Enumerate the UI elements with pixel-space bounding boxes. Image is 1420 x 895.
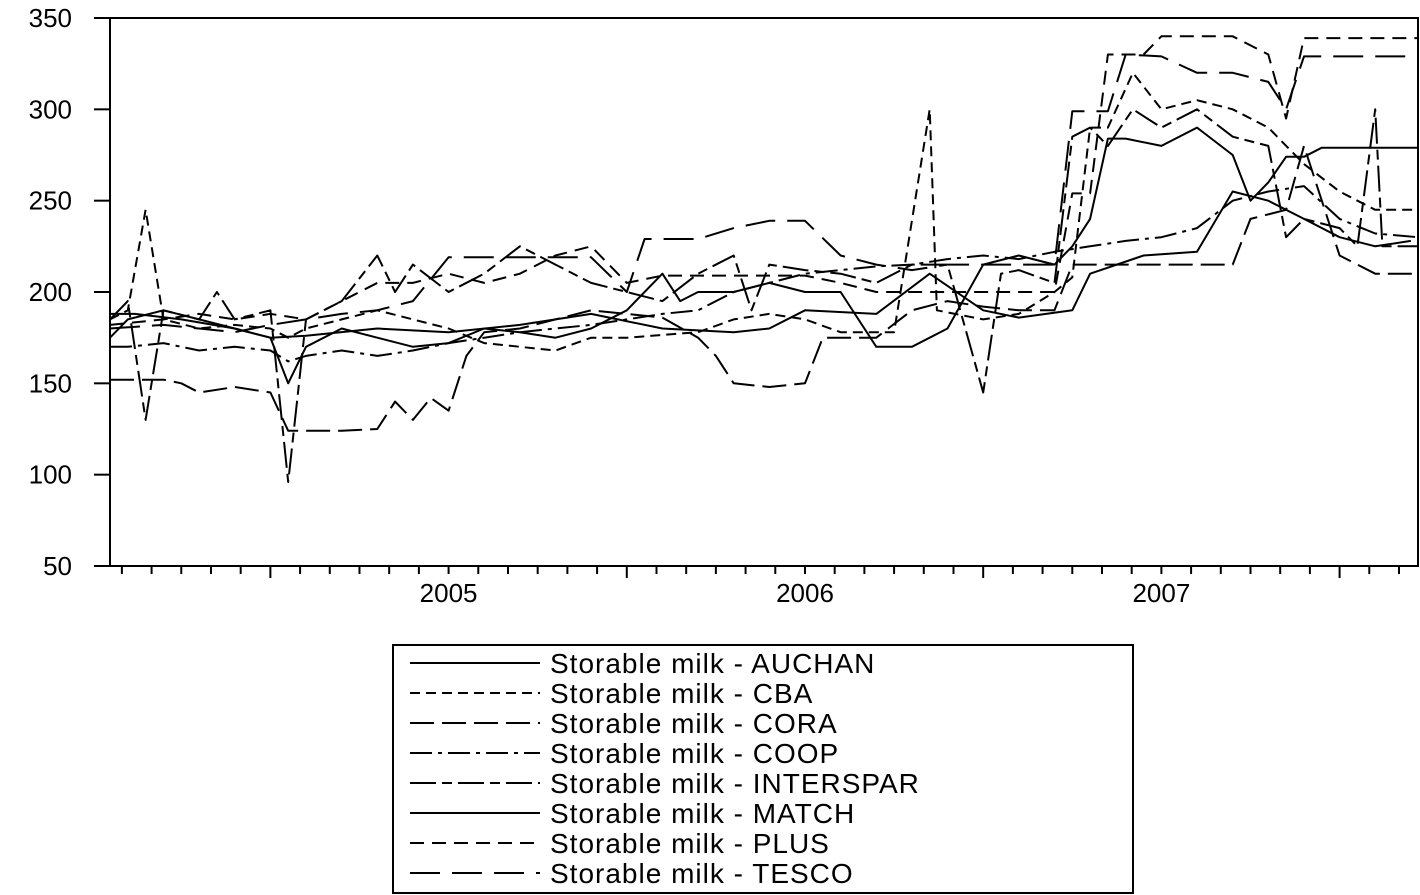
legend-label: Storable milk - TESCO [550, 858, 854, 889]
series-line-3 [110, 144, 1418, 432]
y-tick-label: 300 [29, 94, 72, 124]
legend-label: Storable milk - PLUS [550, 828, 830, 859]
x-tick-label: 2005 [420, 578, 478, 608]
plot-frame [109, 17, 1419, 567]
x-axis: 2005200620072008 [120, 566, 1400, 608]
y-tick-label: 200 [29, 277, 72, 307]
legend-label: Storable milk - CORA [550, 708, 838, 739]
y-tick-label: 350 [29, 3, 72, 33]
y-tick-label: 150 [29, 368, 72, 398]
x-tick-label: 2007 [1132, 578, 1190, 608]
legend-label: Storable milk - CBA [550, 678, 813, 709]
legend-label: Storable milk - COOP [550, 738, 839, 769]
legend-label: Storable milk - MATCH [550, 798, 855, 829]
series-line-7 [109, 35, 1418, 326]
x-tick-label: 2006 [776, 578, 834, 608]
series-line-8 [109, 53, 1418, 334]
series-line-6 [109, 126, 1418, 385]
y-tick-label: 100 [29, 460, 72, 490]
legend-frame [392, 644, 1134, 894]
series-layer [109, 35, 1419, 483]
legend-label: Storable milk - INTERSPAR [550, 768, 920, 799]
legend-label: Storable milk - AUCHAN [550, 648, 875, 679]
series-line-5 [109, 108, 1418, 483]
y-tick-label: 250 [29, 186, 72, 216]
y-axis: 50 100 150 200 250 300 350 [29, 3, 110, 581]
y-tick-label: 50 [43, 551, 72, 581]
